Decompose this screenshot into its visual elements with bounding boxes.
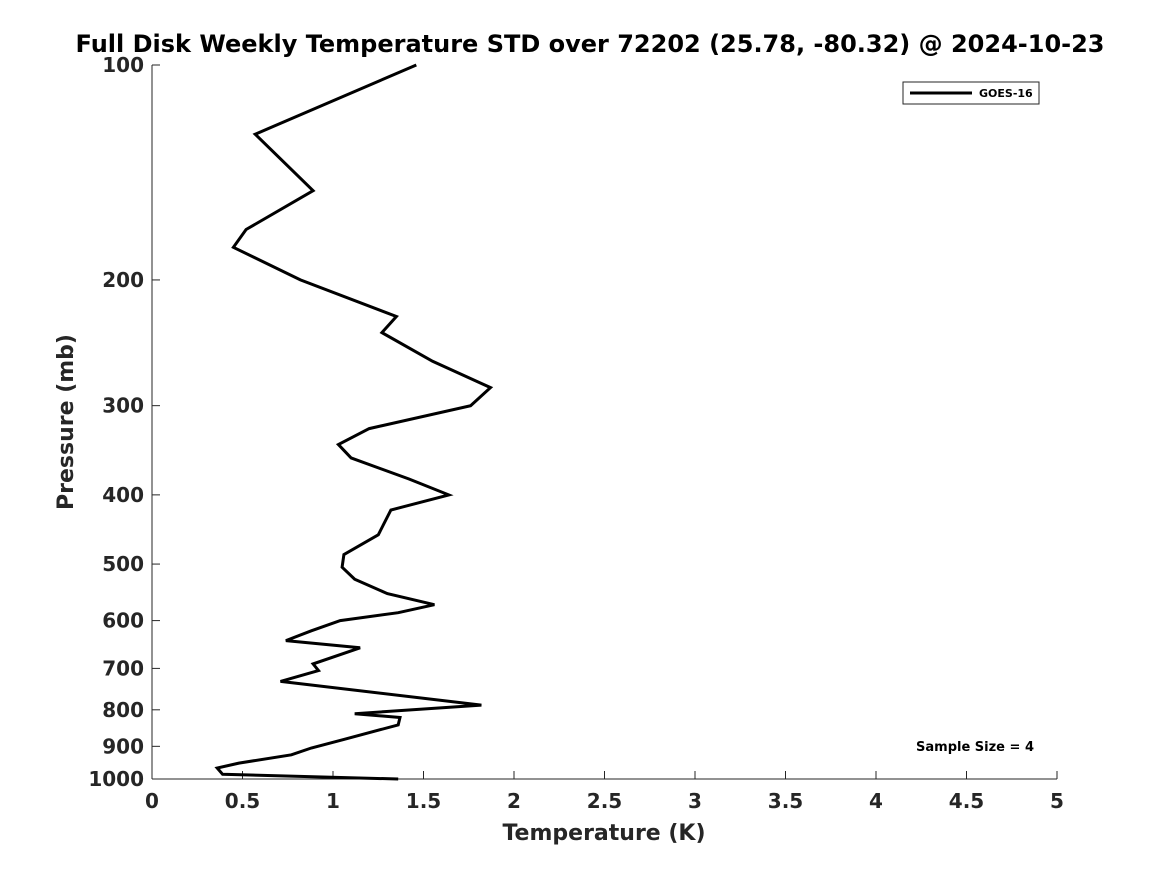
legend: GOES-16	[902, 81, 1040, 105]
x-tick-label: 3.5	[768, 789, 803, 813]
y-tick-label: 200	[102, 268, 144, 292]
x-tick-label: 1.5	[406, 789, 441, 813]
y-tick-label: 800	[102, 698, 144, 722]
x-axis-ticks: 0 0.5 1 1.5 2 2.5 3 3.5 4 4.5 5	[145, 771, 1064, 813]
x-tick-label: 3	[688, 789, 702, 813]
plot-area	[151, 65, 1057, 780]
y-tick-label: 1000	[88, 767, 144, 791]
y-tick-label: 900	[102, 734, 144, 758]
x-tick-label: 2	[507, 789, 521, 813]
y-tick-label: 300	[102, 394, 144, 418]
y-tick-label: 100	[102, 53, 144, 77]
y-tick-label: 600	[102, 609, 144, 633]
sample-size-annotation: Sample Size = 4	[916, 740, 1034, 755]
y-axis-label: Pressure (mb)	[54, 334, 79, 510]
legend-label-goes-16: GOES-16	[979, 87, 1033, 100]
x-tick-label: 2.5	[587, 789, 622, 813]
y-tick-label: 500	[102, 552, 144, 576]
y-tick-label: 400	[102, 483, 144, 507]
x-tick-label: 0	[145, 789, 159, 813]
x-tick-label: 4.5	[949, 789, 984, 813]
x-axis-label: Temperature (K)	[502, 821, 705, 846]
y-tick-label: 700	[102, 656, 144, 680]
series-line-0	[214, 63, 494, 781]
y-axis-ticks: 100 200 300 400 500 600 700 800 900 1000	[88, 53, 160, 791]
series-layer	[214, 63, 494, 781]
x-tick-label: 1	[326, 789, 340, 813]
x-tick-label: 4	[869, 789, 883, 813]
x-tick-label: 5	[1050, 789, 1064, 813]
chart-title: Full Disk Weekly Temperature STD over 72…	[76, 30, 1105, 58]
x-tick-label: 0.5	[225, 789, 260, 813]
